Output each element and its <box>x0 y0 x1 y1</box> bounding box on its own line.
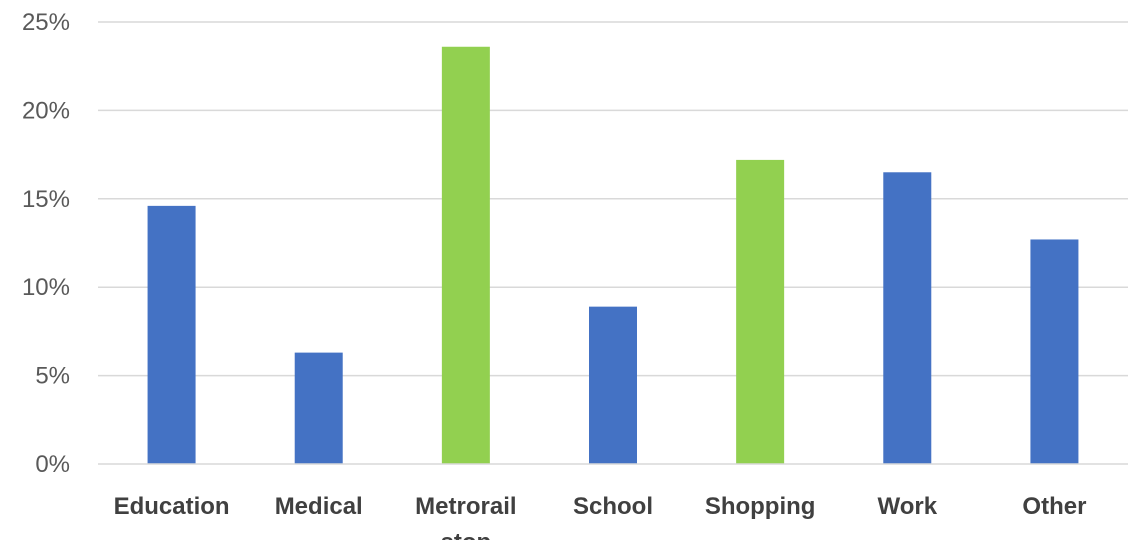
x-category-label-line2: stop <box>441 529 492 540</box>
x-category-label: Other <box>1022 493 1086 520</box>
x-category-label: Work <box>877 493 937 520</box>
bar-work <box>883 172 932 464</box>
gridlines <box>98 21 1128 377</box>
x-category-label: Shopping <box>705 493 816 520</box>
y-tick-label: 5% <box>35 363 70 390</box>
bar-education <box>147 205 196 464</box>
x-category-label: School <box>573 493 653 520</box>
bar-metrorail <box>441 46 490 464</box>
y-tick-label: 25% <box>22 9 70 36</box>
bars <box>147 46 1079 465</box>
x-category-label: Education <box>114 493 230 520</box>
x-axis-category-labels: Education Medical Metrorail stop School Shopp… <box>114 493 1087 540</box>
y-axis-tick-labels: 0% 5% 10% 15% 20% 25% <box>22 9 70 478</box>
x-category-label: Metrorail <box>415 493 516 520</box>
x-category-label: Medical <box>275 493 363 520</box>
bar-school <box>589 306 637 464</box>
bar-medical <box>294 352 343 464</box>
bar-shopping <box>736 159 785 465</box>
bar-other <box>1030 239 1079 464</box>
y-tick-label: 15% <box>22 186 70 213</box>
y-tick-label: 0% <box>35 451 70 478</box>
y-tick-label: 10% <box>22 274 70 301</box>
y-tick-label: 20% <box>22 97 70 124</box>
